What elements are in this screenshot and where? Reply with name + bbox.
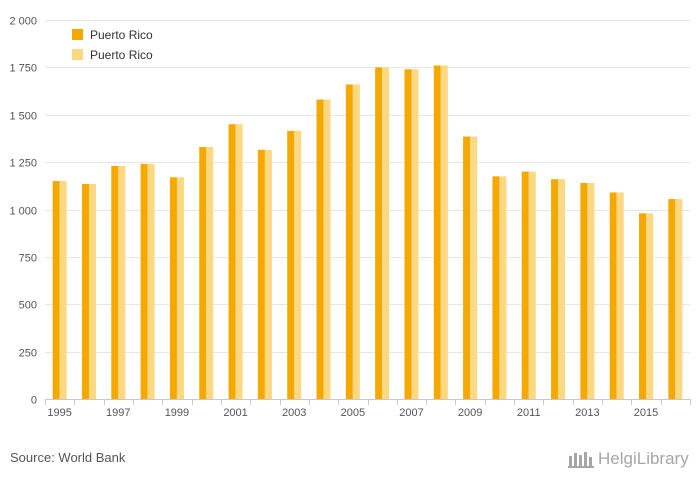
y-tick-label: 2 000 <box>9 16 37 28</box>
bar-2007-series-2[interactable] <box>411 69 419 400</box>
bar-2001-series-2[interactable] <box>235 124 243 399</box>
bar-1996-series-1[interactable] <box>81 183 89 399</box>
bar-2008-series-2[interactable] <box>440 65 448 399</box>
x-tick-label: 2015 <box>634 407 658 419</box>
bar-1997-series-1[interactable] <box>111 165 119 399</box>
bar-2000-series-2[interactable] <box>206 146 214 399</box>
legend-item-2[interactable]: Puerto Rico <box>72 48 153 62</box>
bar-1995-series-1[interactable] <box>52 181 60 399</box>
bar-2003-series-2[interactable] <box>294 130 302 400</box>
bar-2005-series-1[interactable] <box>345 84 353 400</box>
bar-2001-series-1[interactable] <box>228 124 236 399</box>
y-tick-label: 1 000 <box>9 206 37 218</box>
bar-2008-series-1[interactable] <box>433 65 441 399</box>
legend-item-1[interactable]: Puerto Rico <box>72 28 153 42</box>
bar-2012-series-1[interactable] <box>551 179 559 399</box>
bar-2015-series-2[interactable] <box>646 213 654 399</box>
bar-2013-series-1[interactable] <box>580 182 588 399</box>
source-note: Source: World Bank <box>10 450 126 465</box>
bar-1999-series-2[interactable] <box>176 177 184 399</box>
y-axis: 0 250 500 750 1 000 1 250 1 500 1 750 2 000 <box>9 16 37 407</box>
bar-2009-series-1[interactable] <box>463 136 471 400</box>
legend-label: Puerto Rico <box>90 28 153 42</box>
bar-2006-series-1[interactable] <box>375 67 383 399</box>
y-tick-label: 1 500 <box>9 111 37 123</box>
bar-2014-series-2[interactable] <box>616 192 624 399</box>
bar-2003-series-1[interactable] <box>287 130 295 400</box>
bar-2002-series-1[interactable] <box>257 149 265 399</box>
y-tick-label: 1 750 <box>9 63 37 75</box>
x-tick-label: 1999 <box>165 407 189 419</box>
bar-2011-series-1[interactable] <box>521 171 529 399</box>
legend-label: Puerto Rico <box>90 48 153 62</box>
y-tick-label: 500 <box>19 300 37 312</box>
x-tick-label: 2001 <box>223 407 247 419</box>
bar-2015-series-1[interactable] <box>639 213 647 399</box>
x-tick-label: 1997 <box>106 407 130 419</box>
bar-2000-series-1[interactable] <box>199 146 207 399</box>
library-icon <box>568 452 594 468</box>
y-tick-label: 1 250 <box>9 158 37 170</box>
bar-1995-series-2[interactable] <box>59 181 67 399</box>
y-tick-label: 750 <box>19 253 37 265</box>
x-tick-label: 2011 <box>517 407 541 419</box>
bar-2009-series-2[interactable] <box>470 136 478 400</box>
bar-2010-series-2[interactable] <box>499 176 507 399</box>
x-tick-label: 2009 <box>458 407 482 419</box>
y-tick-label: 0 <box>31 395 37 407</box>
bar-2010-series-1[interactable] <box>492 176 500 399</box>
bar-1996-series-2[interactable] <box>88 183 96 399</box>
bar-2011-series-2[interactable] <box>528 171 536 399</box>
bars <box>52 65 683 400</box>
x-tick-label: 2013 <box>575 407 599 419</box>
bar-2004-series-2[interactable] <box>323 99 331 399</box>
x-tick-label: 2003 <box>282 407 306 419</box>
bar-1998-series-2[interactable] <box>147 164 155 399</box>
bar-2004-series-1[interactable] <box>316 99 324 399</box>
bar-2016-series-2[interactable] <box>675 199 683 399</box>
x-tick-label: 1995 <box>47 407 71 419</box>
logo-text: HelgiLibrary <box>598 449 689 468</box>
x-axis: 1995 1997 1999 2001 2003 2005 2007 2009 2011 2013… <box>45 399 691 419</box>
bar-2005-series-2[interactable] <box>352 84 360 400</box>
legend[interactable]: Puerto Rico Puerto Rico <box>72 28 153 62</box>
bar-2012-series-2[interactable] <box>558 179 566 399</box>
bar-chart: 0 250 500 750 1 000 1 250 1 500 1 750 2 000 1995… <box>9 16 691 419</box>
bar-2007-series-1[interactable] <box>404 69 412 400</box>
x-tick-label: 2005 <box>341 407 365 419</box>
legend-swatch <box>72 49 83 60</box>
bar-2006-series-2[interactable] <box>382 67 390 399</box>
x-tick-label: 2007 <box>399 407 423 419</box>
bar-2016-series-1[interactable] <box>668 199 676 399</box>
helgi-library-logo: HelgiLibrary <box>568 448 689 470</box>
bar-1997-series-2[interactable] <box>118 165 126 399</box>
bar-2014-series-1[interactable] <box>609 192 617 399</box>
bar-1998-series-1[interactable] <box>140 164 148 399</box>
y-tick-label: 250 <box>19 348 37 360</box>
bar-2002-series-2[interactable] <box>264 149 272 399</box>
legend-swatch <box>72 29 83 40</box>
bar-1999-series-1[interactable] <box>169 177 177 399</box>
bar-2013-series-2[interactable] <box>587 182 595 399</box>
